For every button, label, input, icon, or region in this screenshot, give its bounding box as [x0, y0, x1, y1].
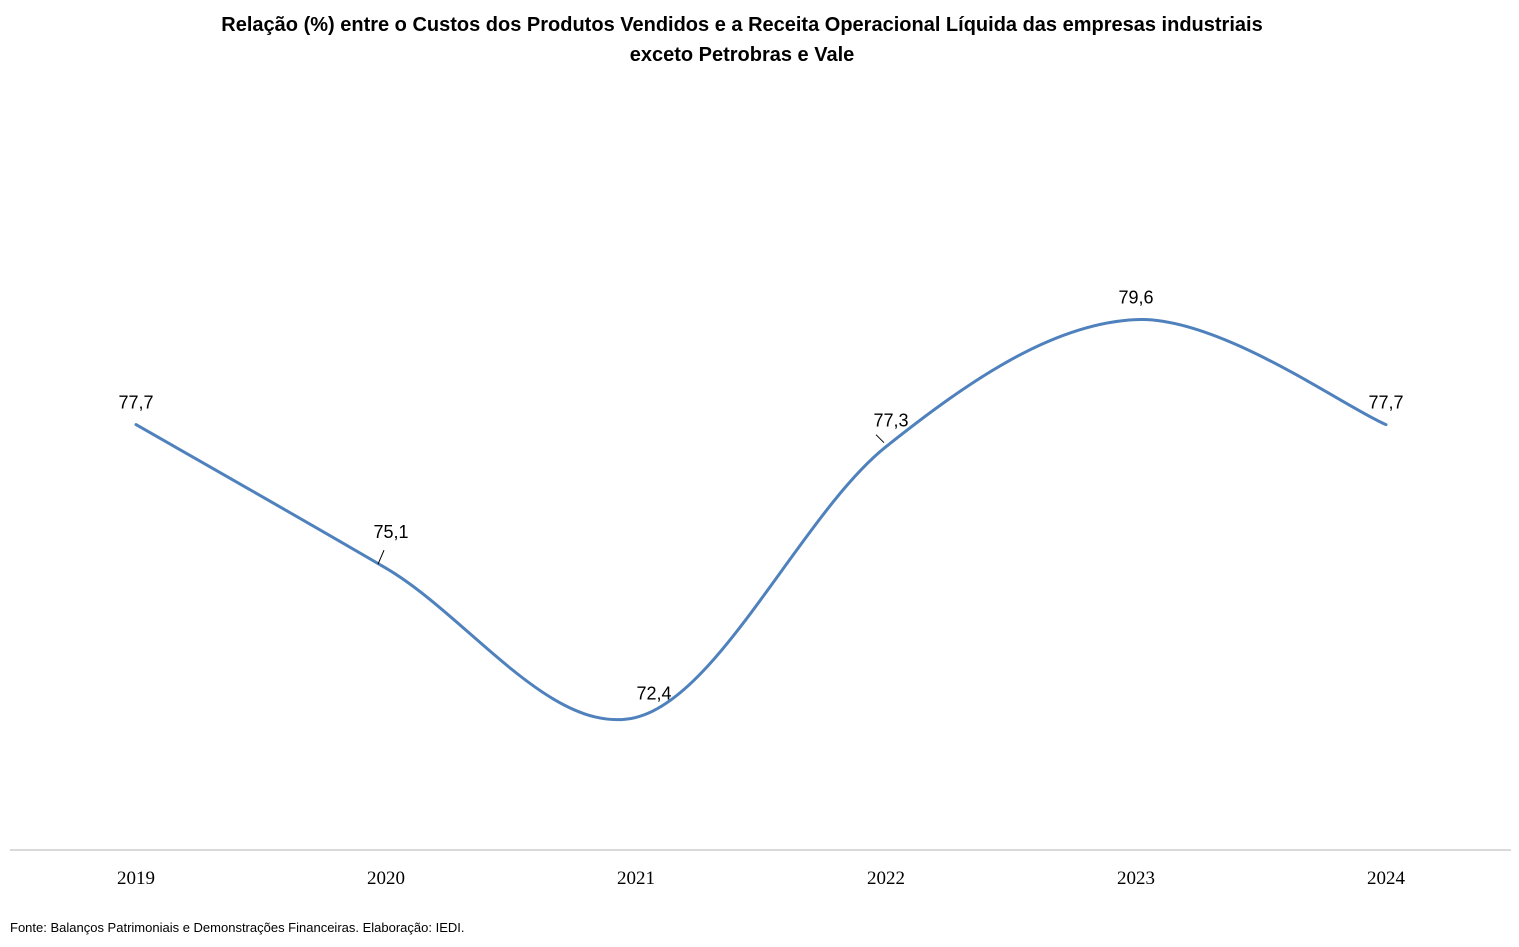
data-labels: 77,7 75,1 72,4 77,3 79,6 77,7 — [118, 288, 1403, 704]
x-tick-label-2022: 2022 — [867, 868, 905, 889]
x-tick-label-2021: 2021 — [617, 868, 655, 889]
x-tick-labels: 2019 2020 2021 2022 2023 2024 — [117, 868, 1406, 889]
data-point-2019 — [134, 423, 138, 427]
data-point-2023 — [1134, 318, 1138, 322]
data-label-2024: 77,7 — [1368, 393, 1403, 413]
data-point-2024 — [1384, 423, 1388, 427]
leader-line-2022 — [875, 434, 885, 444]
data-label-2019: 77,7 — [118, 393, 153, 413]
data-label-2020: 75,1 — [373, 522, 408, 542]
data-label-2023: 79,6 — [1118, 288, 1153, 308]
x-tick-label-2023: 2023 — [1117, 868, 1155, 889]
x-tick-label-2019: 2019 — [117, 868, 155, 889]
chart-title-line-1: Relação (%) entre o Custos dos Produtos … — [221, 14, 1263, 36]
x-tick-label-2024: 2024 — [1367, 868, 1406, 889]
chart-title: Relação (%) entre o Custos dos Produtos … — [0, 10, 1484, 70]
data-point-2022 — [884, 445, 888, 449]
leader-lines — [377, 434, 885, 565]
leader-line-2020 — [377, 550, 385, 565]
data-label-2021: 72,4 — [636, 683, 671, 703]
data-point-2020 — [384, 566, 388, 570]
chart-title-line-2: exceto Petrobras e Vale — [629, 44, 855, 66]
data-point-2021 — [634, 715, 638, 719]
x-tick-label-2020: 2020 — [367, 868, 405, 889]
series-line — [134, 318, 1388, 721]
data-label-2022: 77,3 — [873, 411, 908, 431]
source-note: Fonte: Balanços Patrimoniais e Demonstra… — [10, 920, 465, 935]
data-points — [134, 318, 1388, 720]
